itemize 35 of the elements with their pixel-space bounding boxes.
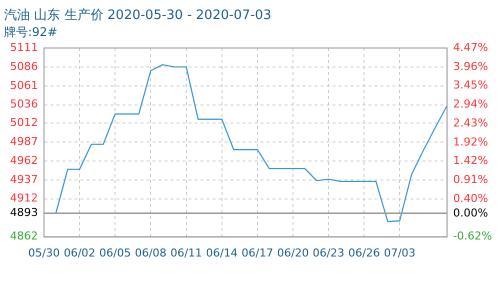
y-tick-label: 4987 — [10, 134, 38, 148]
x-tick-label: 06/20 — [277, 246, 309, 260]
y2-tick-label: 0.40% — [453, 192, 488, 205]
x-tick-label: 06/05 — [99, 246, 131, 260]
y2-tick-label: 1.92% — [453, 135, 488, 148]
x-tick-label: 06/11 — [170, 246, 202, 260]
y2-tick-label: 3.96% — [453, 60, 488, 73]
x-tick-label: 07/03 — [384, 246, 416, 260]
y-tick-label: 5036 — [10, 98, 38, 111]
y-tick-label: 5012 — [10, 116, 38, 129]
y2-tick-label: 2.94% — [453, 98, 488, 111]
y2-tick-label: -0.62% — [453, 230, 492, 243]
y-tick-label: 4893 — [10, 206, 38, 220]
chart-subtitle: 牌号:92# — [4, 24, 58, 39]
x-tick-label: 06/26 — [348, 246, 380, 260]
y-tick-label: 5086 — [10, 60, 38, 73]
y-tick-label: 5061 — [10, 78, 38, 92]
x-tick-label: 06/14 — [206, 246, 238, 260]
y-tick-label: 4912 — [10, 192, 38, 205]
y-tick-label: 4962 — [10, 154, 38, 167]
x-tick-label: 06/02 — [64, 246, 96, 260]
y-tick-label: 4862 — [10, 230, 38, 243]
y2-tick-label: 0.00% — [453, 206, 488, 220]
x-tick-label: 06/23 — [312, 246, 344, 260]
y2-tick-label: 1.42% — [453, 154, 488, 167]
y2-tick-label: 0.91% — [453, 172, 488, 186]
y2-tick-label: 2.43% — [453, 116, 488, 130]
y-tick-label: 5111 — [10, 40, 38, 54]
x-tick-label: 05/30 — [28, 246, 60, 260]
y2-tick-label: 4.47% — [453, 40, 488, 54]
y-tick-label: 4937 — [10, 172, 38, 186]
x-tick-label: 06/17 — [242, 246, 274, 260]
y2-tick-label: 3.45% — [453, 78, 488, 92]
chart-title: 汽油 山东 生产价 2020-05-30 - 2020-07-03 — [4, 8, 272, 24]
x-tick-label: 06/08 — [134, 246, 167, 260]
